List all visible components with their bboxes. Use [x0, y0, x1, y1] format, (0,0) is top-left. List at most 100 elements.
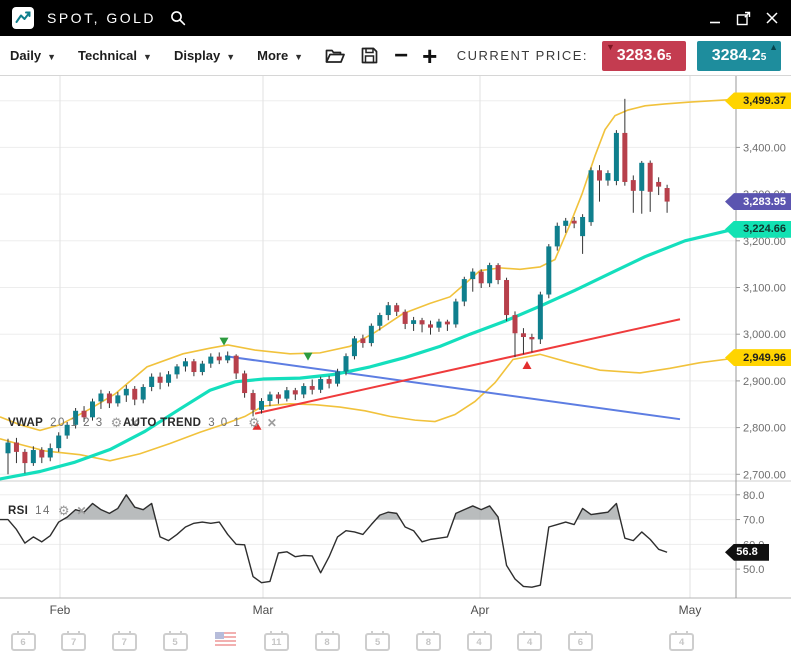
us-flag-icon[interactable] [215, 632, 237, 646]
arrow-up-icon: ▲ [769, 41, 778, 52]
ask-price-badge: 3284.2 5 ▲ [697, 40, 781, 71]
candle-body [22, 451, 28, 464]
close-icon[interactable]: ✕ [266, 415, 277, 430]
more-menu[interactable]: More ▼ [257, 48, 303, 63]
axis-tick-label: 2,900.00 [743, 376, 786, 388]
close-icon[interactable]: ✕ [76, 503, 87, 518]
calendar-day-icon[interactable]: 8 [314, 631, 340, 651]
axis-tick-label: 3,000.00 [743, 329, 786, 341]
bollinger-upper-line [0, 98, 737, 432]
chevron-down-icon: ▼ [47, 51, 56, 62]
bid-price-badge: ▼ 3283.6 5 [602, 40, 686, 71]
candle-body [512, 315, 518, 334]
candle-body [639, 162, 645, 191]
zoom-out-button[interactable]: − [394, 41, 409, 69]
chart-canvas[interactable]: 3,400.003,300.003,200.003,100.003,000.00… [0, 76, 791, 654]
close-button[interactable] [765, 11, 779, 25]
candle-body [13, 442, 19, 452]
candle-body [478, 271, 484, 284]
candle-body [166, 374, 172, 383]
minimize-button[interactable] [709, 12, 722, 25]
calendar-day-icon[interactable]: 6 [567, 631, 593, 651]
candle-body [368, 325, 374, 344]
open-folder-icon[interactable] [325, 48, 345, 64]
calendar-day-icon[interactable]: 4 [466, 631, 492, 651]
candle-body [115, 395, 121, 404]
candle-body [419, 320, 425, 325]
candle-body [402, 311, 408, 324]
timeframe-menu[interactable]: Daily ▼ [10, 48, 56, 63]
candle-body [174, 366, 180, 375]
chevron-down-icon: ▼ [294, 51, 304, 62]
axis-price-badge-bollinger-upper: 3,499.37 [725, 92, 791, 110]
axis-tick-label: 70.0 [743, 515, 764, 527]
candle-body [267, 394, 273, 401]
chevron-down-icon: ▼ [226, 51, 236, 62]
candle-body [149, 376, 155, 387]
axis-price-badge-bollinger-lower: 2,949.96 [725, 349, 791, 367]
popout-button[interactable] [736, 11, 751, 26]
bollinger-lower-line [0, 353, 737, 462]
rsi-line [0, 494, 668, 588]
rsi-overbought-fill [453, 505, 499, 520]
more-menu-label: More [257, 48, 289, 63]
gear-icon[interactable]: ⚙ [57, 503, 70, 518]
calendar-day-icon[interactable]: 8 [415, 631, 441, 651]
search-icon[interactable] [170, 10, 186, 26]
candle-body [520, 333, 526, 338]
candle-body [495, 265, 501, 281]
arrow-down-icon: ▼ [606, 41, 615, 52]
zoom-in-button[interactable]: + [422, 40, 438, 71]
candle-body [191, 361, 197, 373]
calendar-day-icon[interactable]: 6 [10, 631, 36, 651]
candle-body [132, 388, 138, 400]
candle-body [123, 388, 129, 396]
candle-body [630, 180, 636, 191]
axis-tick-label: 2,700.00 [743, 469, 786, 481]
gear-icon[interactable]: ⚙ [110, 415, 123, 430]
calendar-day-icon[interactable]: 5 [365, 631, 391, 651]
calendar-day-icon[interactable]: 7 [61, 631, 87, 651]
candle-body [411, 320, 417, 324]
candle-body [106, 393, 112, 404]
display-menu-label: Display [173, 48, 221, 63]
candle-body [30, 450, 36, 464]
candle-body [428, 324, 433, 328]
candle-body [140, 386, 146, 400]
display-menu[interactable]: Display ▼ [174, 48, 235, 63]
candle-body [613, 132, 619, 182]
candle-body [537, 294, 543, 340]
candle-body [39, 450, 45, 458]
calendar-day-icon[interactable]: 11 [263, 631, 289, 651]
candle-body [622, 132, 628, 182]
candle-body [157, 376, 163, 383]
candle-body [385, 305, 391, 316]
ask-price-value: 3284.2 [711, 46, 761, 64]
candle-body [64, 424, 70, 436]
candle-body [326, 379, 332, 384]
candle-body [444, 321, 450, 325]
candle-body [394, 305, 400, 312]
gear-icon[interactable]: ⚙ [248, 415, 260, 430]
save-icon[interactable] [361, 47, 378, 64]
candle-body [90, 401, 95, 418]
axis-price-badge-vwap: 3,224.66 [725, 220, 791, 238]
current-price-label: CURRENT PRICE: [456, 48, 588, 63]
calendar-day-icon[interactable]: 7 [111, 631, 137, 651]
candle-body [504, 280, 510, 316]
calendar-day-icon[interactable]: 5 [162, 631, 188, 651]
timeframe-menu-label: Daily [10, 48, 42, 63]
candle-body [436, 321, 442, 328]
technical-menu[interactable]: Technical ▼ [78, 48, 152, 63]
close-icon[interactable]: ✕ [129, 415, 140, 430]
calendar-day-icon[interactable]: 4 [517, 631, 543, 651]
candle-body [343, 356, 349, 372]
candle-body [233, 355, 239, 374]
candle-body [563, 220, 569, 226]
window-controls [709, 11, 779, 26]
candle-body [597, 170, 602, 181]
candle-body [554, 225, 560, 247]
calendar-day-icon[interactable]: 4 [669, 631, 695, 651]
bid-price-value: 3283.6 [616, 46, 666, 64]
candle-body [242, 373, 248, 394]
